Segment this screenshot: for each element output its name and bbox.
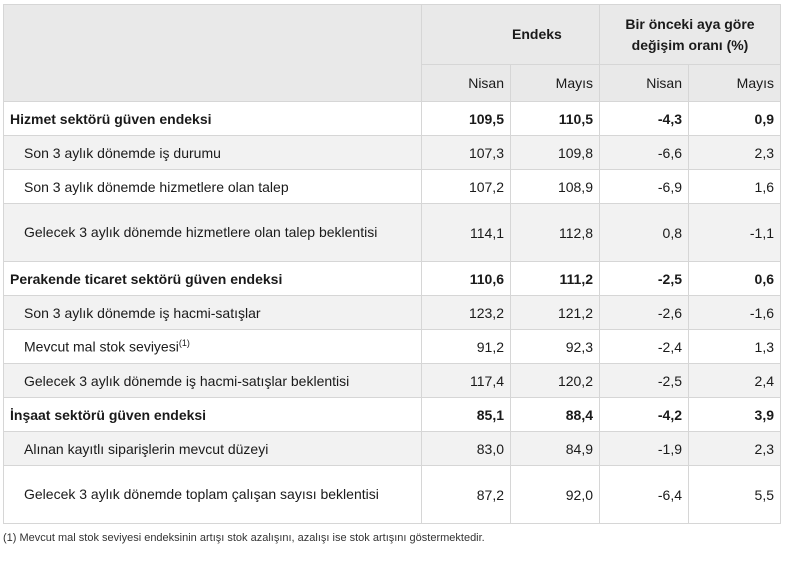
value-change-mayis: 2,4: [687, 363, 782, 398]
header-change-rate: Bir önceki aya göre değişim oranı (%): [598, 4, 782, 65]
row-label-stock: Mevcut mal stok seviyesi(1): [3, 329, 422, 364]
header-endeks-mayis: Mayıs: [510, 64, 600, 102]
value-change-mayis: 2,3: [687, 135, 782, 170]
table-row: Alınan kayıtlı siparişlerin mevcut düzey…: [3, 431, 782, 466]
value-change-mayis: -1,1: [687, 203, 782, 262]
value-endeks-nisan: 114,1: [421, 203, 511, 262]
row-label: Gelecek 3 aylık dönemde iş hacmi-satışla…: [3, 363, 422, 398]
table-row: Mevcut mal stok seviyesi(1) 91,2 92,3 -2…: [3, 329, 782, 364]
confidence-index-table: Endeks Bir önceki aya göre değişim oranı…: [3, 4, 782, 524]
value-change-mayis: 0,6: [687, 261, 782, 296]
value-change-nisan: -2,6: [599, 295, 689, 330]
row-label: Alınan kayıtlı siparişlerin mevcut düzey…: [3, 431, 422, 466]
value-change-nisan: -2,5: [599, 261, 689, 296]
value-endeks-nisan: 117,4: [421, 363, 511, 398]
row-label: İnşaat sektörü güven endeksi: [3, 397, 422, 432]
value-change-nisan: -6,6: [599, 135, 689, 170]
value-endeks-nisan: 83,0: [421, 431, 511, 466]
value-change-mayis: 2,3: [687, 431, 782, 466]
header-endeks-nisan: Nisan: [421, 64, 511, 102]
row-label: Son 3 aylık dönemde hizmetlere olan tale…: [3, 169, 422, 204]
table-row: Son 3 aylık dönemde iş durumu 107,3 109,…: [3, 135, 782, 170]
row-label: Son 3 aylık dönemde iş hacmi-satışlar: [3, 295, 422, 330]
value-change-mayis: 1,6: [687, 169, 782, 204]
value-endeks-mayis: 120,2: [510, 363, 600, 398]
row-label-text: Mevcut mal stok seviyesi: [24, 338, 179, 355]
footnote: (1) Mevcut mal stok seviyesi endeksinin …: [3, 532, 485, 544]
row-label: Gelecek 3 aylık dönemde toplam çalışan s…: [3, 465, 422, 524]
value-endeks-mayis: 109,8: [510, 135, 600, 170]
value-endeks-mayis: 111,2: [510, 261, 600, 296]
value-endeks-mayis: 112,8: [510, 203, 600, 262]
header-change-nisan: Nisan: [599, 64, 689, 102]
value-endeks-nisan: 110,6: [421, 261, 511, 296]
value-endeks-nisan: 91,2: [421, 329, 511, 364]
value-endeks-mayis: 108,9: [510, 169, 600, 204]
header-change-mayis: Mayıs: [687, 64, 782, 102]
table-row-service-index: Hizmet sektörü güven endeksi 109,5 110,5…: [3, 101, 782, 136]
table-row: Son 3 aylık dönemde iş hacmi-satışlar 12…: [3, 295, 782, 330]
value-change-nisan: -6,4: [599, 465, 689, 524]
value-endeks-nisan: 87,2: [421, 465, 511, 524]
confidence-index-table-container: Endeks Bir önceki aya göre değişim oranı…: [3, 4, 782, 544]
value-change-nisan: -2,4: [599, 329, 689, 364]
value-change-nisan: -4,3: [599, 101, 689, 136]
value-endeks-mayis: 92,3: [510, 329, 600, 364]
value-change-nisan: -2,5: [599, 363, 689, 398]
value-endeks-mayis: 110,5: [510, 101, 600, 136]
table-row: Gelecek 3 aylık dönemde hizmetlere olan …: [3, 203, 782, 262]
value-endeks-nisan: 107,2: [421, 169, 511, 204]
value-change-nisan: -4,2: [599, 397, 689, 432]
value-endeks-nisan: 109,5: [421, 101, 511, 136]
row-label: Son 3 aylık dönemde iş durumu: [3, 135, 422, 170]
value-endeks-mayis: 92,0: [510, 465, 600, 524]
value-change-nisan: -1,9: [599, 431, 689, 466]
row-label: Perakende ticaret sektörü güven endeksi: [3, 261, 422, 296]
value-endeks-mayis: 88,4: [510, 397, 600, 432]
table-row-retail-index: Perakende ticaret sektörü güven endeksi …: [3, 261, 782, 296]
header-endeks: Endeks: [421, 4, 600, 65]
value-endeks-mayis: 84,9: [510, 431, 600, 466]
row-label: Hizmet sektörü güven endeksi: [3, 101, 422, 136]
value-endeks-nisan: 85,1: [421, 397, 511, 432]
value-change-mayis: 3,9: [687, 397, 782, 432]
value-change-mayis: 1,3: [687, 329, 782, 364]
value-endeks-nisan: 107,3: [421, 135, 511, 170]
value-endeks-nisan: 123,2: [421, 295, 511, 330]
value-change-nisan: 0,8: [599, 203, 689, 262]
value-change-mayis: 0,9: [687, 101, 782, 136]
table-row-construction-index: İnşaat sektörü güven endeksi 85,1 88,4 -…: [3, 397, 782, 432]
header-change-line2: değişim oranı (%): [631, 36, 749, 53]
value-change-nisan: -6,9: [599, 169, 689, 204]
table-row: Son 3 aylık dönemde hizmetlere olan tale…: [3, 169, 782, 204]
value-change-mayis: -1,6: [687, 295, 782, 330]
header-blank-cell: [3, 4, 422, 102]
value-endeks-mayis: 121,2: [510, 295, 600, 330]
row-label: Gelecek 3 aylık dönemde hizmetlere olan …: [3, 203, 422, 262]
table-row: Gelecek 3 aylık dönemde toplam çalışan s…: [3, 465, 782, 524]
value-change-mayis: 5,5: [687, 465, 782, 524]
table-row: Gelecek 3 aylık dönemde iş hacmi-satışla…: [3, 363, 782, 398]
footnote-marker: (1): [178, 338, 190, 349]
header-change-line1: Bir önceki aya göre: [625, 15, 755, 32]
